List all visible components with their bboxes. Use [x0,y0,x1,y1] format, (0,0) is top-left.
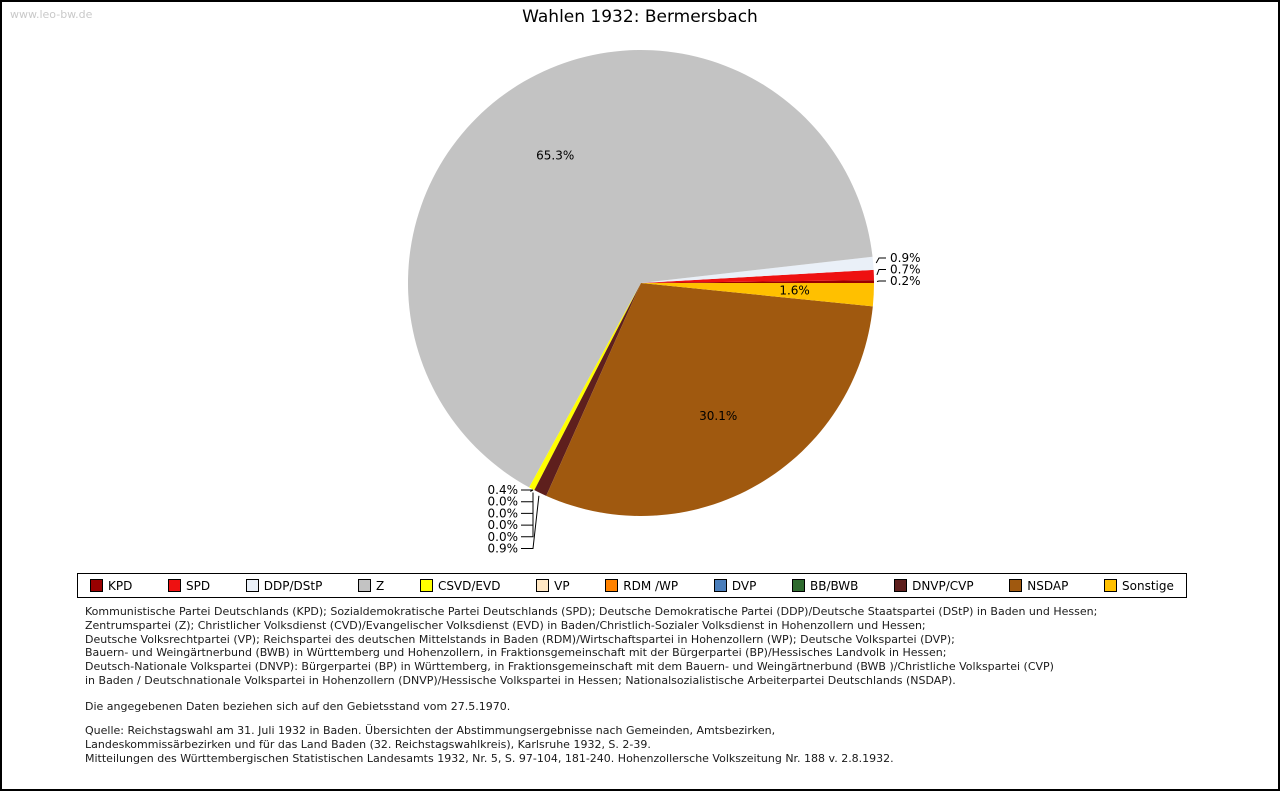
legend-label-spd: SPD [186,578,211,593]
pie-label-kpd: 0.2% [890,274,921,288]
pie-slice-nsdap [546,283,873,517]
legend-label-nsdap: NSDAP [1027,578,1069,593]
party-notes-line: in Baden / Deutschnationale Volkspartei … [85,673,956,687]
pie-slice-csvd-evd [529,283,641,491]
pie-label-z: 65.3% [536,148,574,162]
territory-note: Die angegebenen Daten beziehen sich auf … [85,700,510,714]
pie-label-dvp: 0.0% [488,518,519,532]
page-title: Wahlen 1932: Bermersbach [522,7,758,27]
legend-swatch-nsdap [1009,579,1023,592]
leader-line [521,492,534,538]
legend-label-vp: VP [554,578,570,593]
pie-label-sonstige: 1.6% [779,284,810,298]
legend-item-dvp: DVP [713,578,757,593]
legend-item-csvd-evd: CSVD/EVD [419,578,501,593]
watermark: www.leo-bw.de [10,8,93,21]
legend-item-spd: SPD [168,579,210,593]
legend-label-ddp-dstp: DDP/DStP [263,578,323,593]
party-notes-line: Deutsche Volksrechtpartei (VP); Reichspa… [85,632,955,646]
pie-slice-kpd [641,280,874,283]
legend-swatch-dnvp-cvp [894,579,908,592]
legend-swatch-ddp-dstp [245,579,259,592]
legend-item-bb-bwb: BB/BWB [791,578,859,593]
legend-label-bb-bwb: BB/BWB [809,578,859,593]
pie-label-dnvp-cvp: 0.9% [488,542,519,556]
leader-line [521,495,540,549]
legend-item-ddp-dstp: DDP/DStP [245,578,323,593]
legend-label-kpd: KPD [108,578,133,593]
legend-swatch-csvd-evd [419,579,433,592]
legend-label-sonstige: Sonstige [1122,578,1174,593]
legend-label-csvd-evd: CSVD/EVD [437,578,501,593]
source-notes-line: Landeskommissärbezirken und für das Land… [85,737,651,751]
legend-item-vp: VP [536,578,570,593]
territory-note-text: Die angegebenen Daten beziehen sich auf … [85,700,511,713]
legend-swatch-kpd [90,579,103,592]
pie-slice-spd [641,269,874,283]
leader-line [876,269,886,276]
party-explanations: Kommunistische Partei Deutschlands (KPD)… [85,605,1097,688]
party-notes-line: Deutsch-Nationale Volkspartei (DNVP): Bü… [85,660,1054,674]
pie-label-vp: 0.0% [488,495,519,509]
pie-label-spd: 0.7% [890,263,921,277]
pie-label-nsdap: 30.1% [699,409,737,423]
leader-line [875,257,886,264]
leader-line [521,492,534,514]
pie-label-ddp-dstp: 0.9% [890,251,921,265]
leader-line [521,489,534,492]
legend-item-nsdap: NSDAP [1009,579,1068,593]
source-notes: Quelle: Reichstagswahl am 31. Juli 1932 … [85,724,894,765]
party-notes-line: Bauern- und Weingärtnerbund (BWB) in Wür… [85,646,947,660]
legend-swatch-bb-bwb [791,579,805,592]
legend-item-rdm-wp: RDM /WP [605,579,678,593]
pie-slice-z [407,49,873,488]
source-notes-line: Mitteilungen des Württembergischen Stati… [85,751,894,765]
pie-slice-sonstige [641,283,874,307]
pie-label-csvd-evd: 0.4% [488,483,519,497]
legend-label-rdm-wp: RDM /WP [623,578,679,593]
leader-line [521,492,534,503]
pie-label-rdm-wp: 0.0% [488,506,519,520]
legend-label-dvp: DVP [731,578,757,593]
legend-swatch-vp [536,579,550,592]
party-notes-line: Kommunistische Partei Deutschlands (KPD)… [85,605,1098,618]
legend-swatch-dvp [713,579,727,592]
legend-item-dnvp-cvp: DNVP/CVP [894,579,974,593]
leader-line [876,280,886,282]
legend-item-z: Z [358,579,384,593]
legend-swatch-z [358,579,372,592]
leader-line [521,492,534,526]
party-notes-line: Zentrumspartei (Z); Christlicher Volksdi… [85,618,926,632]
legend-swatch-sonstige [1104,579,1118,592]
pie-slice-dnvp-cvp [534,283,641,496]
legend-label-dnvp-cvp: DNVP/CVP [912,578,974,593]
legend-swatch-rdm-wp [605,579,619,592]
legend-swatch-spd [168,579,182,592]
legend-label-z: Z [376,578,385,593]
source-notes-line: Quelle: Reichstagswahl am 31. Juli 1932 … [85,724,776,737]
pie-label-bb-bwb: 0.0% [488,530,519,544]
legend-item-kpd: KPD [90,579,132,593]
legend-item-sonstige: Sonstige [1104,579,1174,593]
pie-slice-ddp-dstp [641,256,874,283]
legend: KPD SPD DDP/DStP Z CSVD/EVD VP RDM /WP DVP BB/BW… [77,573,1187,598]
